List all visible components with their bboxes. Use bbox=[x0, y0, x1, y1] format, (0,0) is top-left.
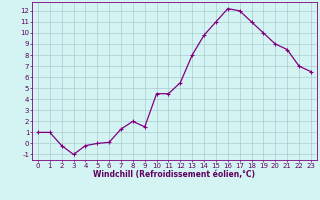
X-axis label: Windchill (Refroidissement éolien,°C): Windchill (Refroidissement éolien,°C) bbox=[93, 170, 255, 179]
